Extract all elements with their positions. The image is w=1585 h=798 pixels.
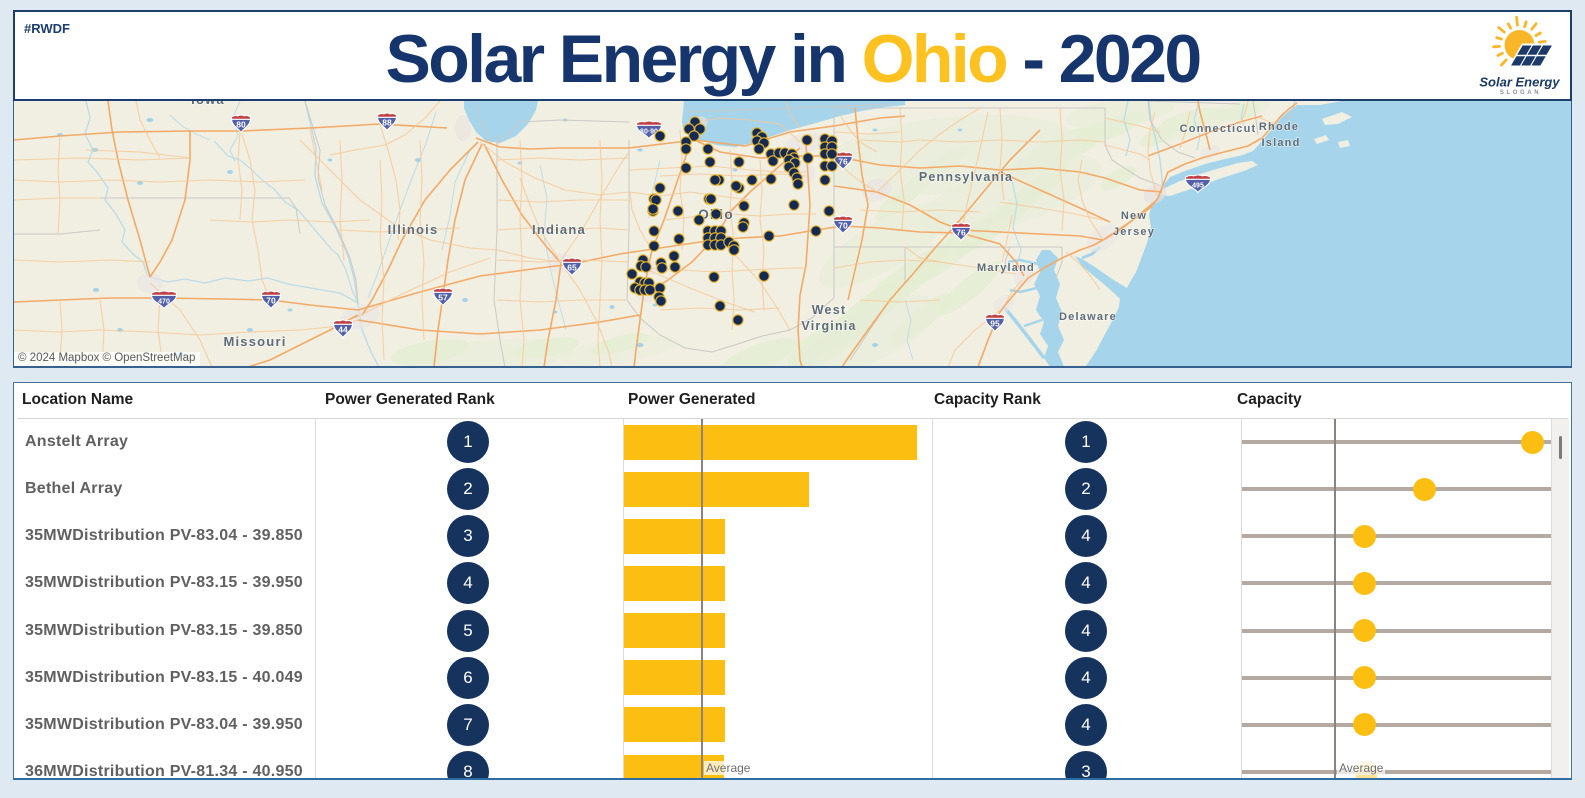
svg-text:Pennsylvania: Pennsylvania bbox=[919, 170, 1013, 184]
svg-text:80: 80 bbox=[236, 120, 246, 130]
svg-text:44: 44 bbox=[338, 325, 348, 335]
svg-text:Connecticut: Connecticut bbox=[1180, 123, 1257, 135]
svg-text:70: 70 bbox=[838, 221, 848, 231]
svg-text:SLOGAN: SLOGAN bbox=[1500, 90, 1541, 95]
svg-text:Jersey: Jersey bbox=[1113, 226, 1155, 238]
svg-text:495: 495 bbox=[1192, 183, 1204, 190]
svg-text:95: 95 bbox=[990, 319, 1000, 329]
svg-text:80·90: 80·90 bbox=[640, 129, 658, 136]
svg-text:West: West bbox=[812, 303, 846, 317]
svg-text:New: New bbox=[1121, 210, 1147, 222]
svg-text:Illinois: Illinois bbox=[388, 222, 439, 237]
svg-text:Solar Energy: Solar Energy bbox=[1479, 75, 1560, 90]
svg-text:Indiana: Indiana bbox=[532, 222, 586, 237]
svg-text:Island: Island bbox=[1262, 137, 1301, 149]
svg-text:76: 76 bbox=[838, 157, 848, 167]
svg-text:Rhode: Rhode bbox=[1259, 121, 1299, 133]
svg-text:Virginia: Virginia bbox=[801, 319, 856, 333]
svg-text:57: 57 bbox=[438, 293, 448, 303]
svg-text:70: 70 bbox=[266, 296, 276, 306]
svg-text:65: 65 bbox=[567, 263, 577, 273]
svg-text:Maryland: Maryland bbox=[977, 262, 1035, 274]
svg-text:Iowa: Iowa bbox=[191, 101, 225, 107]
svg-text:88: 88 bbox=[382, 118, 392, 128]
svg-text:Missouri: Missouri bbox=[223, 334, 286, 349]
svg-text:Delaware: Delaware bbox=[1059, 311, 1117, 323]
svg-text:76: 76 bbox=[956, 228, 966, 238]
svg-text:470: 470 bbox=[158, 299, 170, 306]
